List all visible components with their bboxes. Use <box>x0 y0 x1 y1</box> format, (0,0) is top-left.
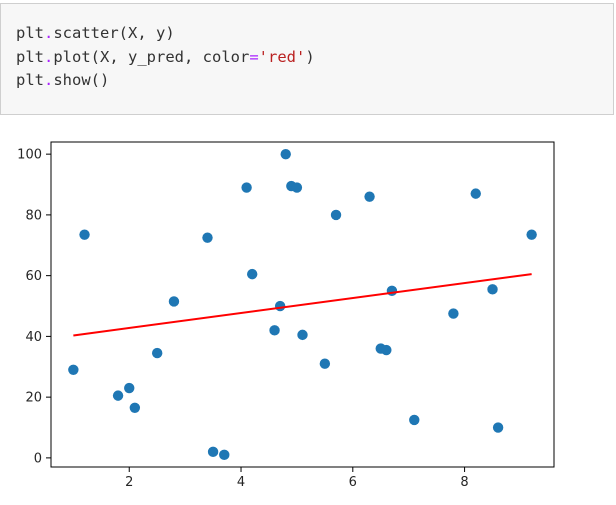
data-point <box>487 284 498 295</box>
x-tick-label: 2 <box>125 475 133 490</box>
data-point <box>207 446 219 458</box>
y-tick-label: 80 <box>25 208 42 223</box>
data-point <box>386 285 398 297</box>
data-point <box>79 229 90 240</box>
code-token: plt <box>16 47 44 66</box>
data-point <box>274 300 286 312</box>
data-point <box>364 191 375 202</box>
data-point <box>319 358 331 369</box>
y-tick-label: 60 <box>25 269 42 284</box>
data-point <box>291 182 303 193</box>
data-point <box>241 182 252 193</box>
data-point <box>470 188 481 199</box>
code-line: plt.scatter(X, y) <box>16 22 613 46</box>
x-tick-label: 8 <box>460 475 468 490</box>
data-point <box>168 296 180 307</box>
code-token: 'red' <box>258 47 306 66</box>
data-point <box>129 402 141 413</box>
x-tick-label: 6 <box>349 475 357 490</box>
axes-frame <box>50 141 555 468</box>
data-point <box>409 414 420 426</box>
data-point <box>526 229 537 240</box>
data-point <box>269 325 280 336</box>
output-area: 2 4 6 8 0 20 40 60 80 100 <box>0 130 616 505</box>
code-token: = <box>249 47 259 66</box>
data-point <box>297 329 308 341</box>
code-token: . <box>44 71 54 89</box>
code-token: plt <box>16 24 44 42</box>
code-token: plot(X, y_pred, color <box>53 47 250 66</box>
y-tick-label: 40 <box>25 330 42 345</box>
code-token: scatter(X, y) <box>53 24 175 42</box>
code-cell[interactable]: plt.scatter(X, y) plt.plot(X, y_pred, col… <box>0 3 614 115</box>
data-point <box>448 308 459 319</box>
y-tick-label: 0 <box>34 451 42 466</box>
plot-background <box>0 130 616 505</box>
data-point <box>219 449 230 461</box>
data-point <box>124 382 135 394</box>
code-token: . <box>44 24 54 42</box>
data-point <box>492 422 504 433</box>
code-token: show() <box>53 71 110 89</box>
data-point <box>280 148 291 160</box>
data-point <box>112 390 124 401</box>
code-token: plt <box>16 71 44 89</box>
data-point <box>151 347 163 359</box>
code-token: ) <box>305 47 315 66</box>
y-tick-label: 100 <box>17 148 42 163</box>
data-point <box>381 344 392 356</box>
code-token: . <box>44 47 54 66</box>
y-tick-label: 20 <box>25 391 42 406</box>
data-point <box>68 364 79 376</box>
code-line: plt.plot(X, y_pred, color='red') <box>16 46 613 70</box>
code-line: plt.show() <box>16 69 613 93</box>
data-point <box>330 209 342 221</box>
regression-line <box>73 273 532 337</box>
x-tick-label: 4 <box>237 475 245 490</box>
data-point <box>247 268 258 280</box>
data-point <box>202 232 213 243</box>
